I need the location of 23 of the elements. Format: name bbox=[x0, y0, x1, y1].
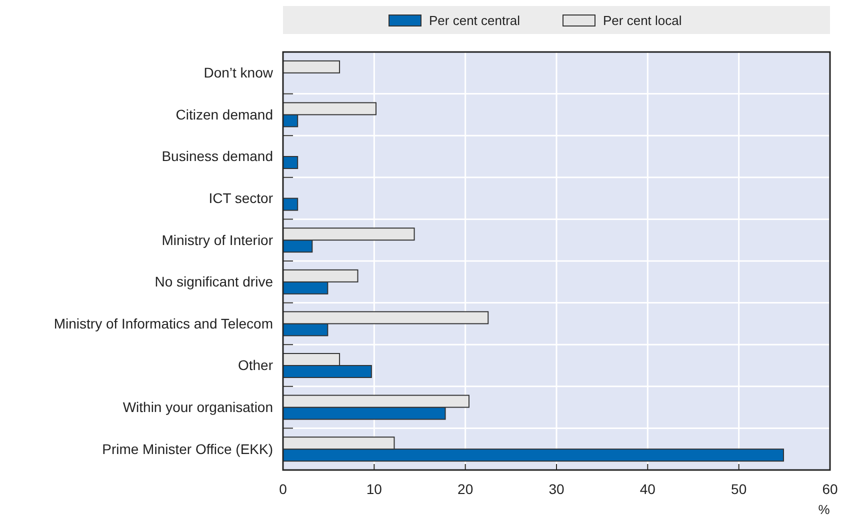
y-tick-label: Within your organisation bbox=[122, 399, 273, 416]
x-axis-title: % bbox=[818, 502, 830, 517]
y-tick-label: Ministry of Informatics and Telecom bbox=[54, 315, 273, 332]
bar bbox=[282, 60, 340, 74]
x-tick-label: 60 bbox=[822, 481, 838, 497]
legend-label: Per cent local bbox=[603, 13, 682, 28]
y-tick-label: Ministry of Interior bbox=[162, 232, 274, 248]
x-tick-label: 0 bbox=[279, 481, 288, 497]
x-tick-label: 30 bbox=[548, 481, 564, 497]
y-tick-label: Other bbox=[238, 357, 274, 374]
y-tick-label: ICT sector bbox=[208, 190, 274, 206]
legend-label: Per cent central bbox=[429, 13, 520, 28]
y-tick-label: Prime Minister Office (EKK) bbox=[102, 440, 273, 457]
x-tick-label: 40 bbox=[640, 481, 656, 497]
bar bbox=[282, 198, 298, 211]
x-tick-label: 10 bbox=[366, 481, 382, 497]
y-tick-label: Citizen demand bbox=[176, 106, 273, 122]
x-tick-label: 20 bbox=[458, 481, 474, 497]
bar bbox=[282, 156, 298, 169]
y-tick-label: Don’t know bbox=[204, 64, 274, 81]
y-tick-label: Business demand bbox=[162, 148, 273, 164]
x-tick-label: 50 bbox=[731, 481, 747, 497]
y-tick-label: No significant drive bbox=[154, 274, 274, 290]
